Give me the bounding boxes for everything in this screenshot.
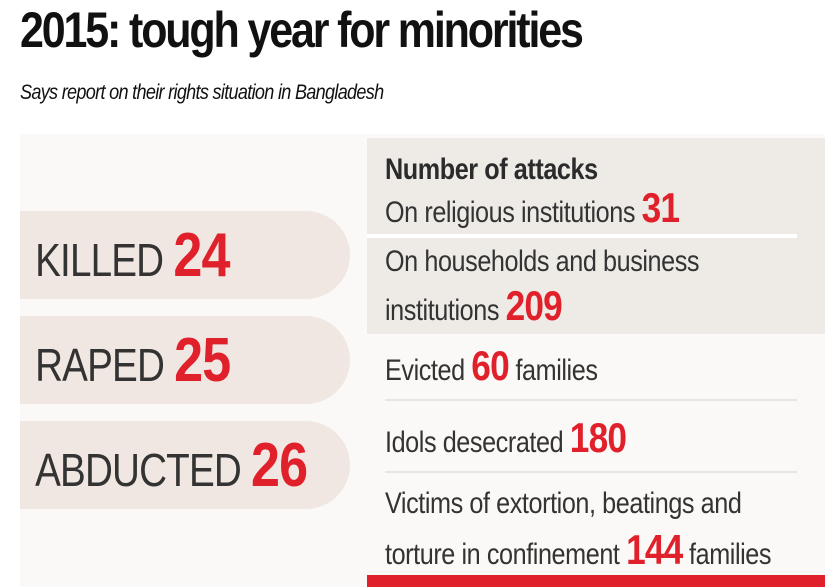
extortion-label: torture in confinement (385, 538, 620, 571)
extortion-unit: families (689, 538, 772, 571)
raped-tag: RAPED 25 (20, 316, 350, 404)
infographic: KILLED 24 RAPED 25 ABDUCTED 26 Number of… (20, 134, 825, 587)
religious-attacks-label: On religious institutions (385, 196, 636, 229)
accent-bar (367, 575, 825, 587)
headline: 2015: tough year for minorities (20, 2, 584, 58)
abducted-label: ABDUCTED (35, 443, 242, 496)
evicted-unit: families (515, 354, 598, 387)
evicted-count: 60 (471, 342, 509, 389)
religious-attacks-row: On religious institutions 31 (385, 187, 680, 233)
household-attacks-row: institutions 209 (385, 285, 563, 331)
household-attacks-count: 209 (505, 282, 563, 329)
household-attacks-line1: On households and business (385, 245, 700, 278)
extortion-count: 144 (626, 526, 683, 573)
raped-count: 25 (174, 325, 231, 395)
evicted-row: Evicted 60 families (385, 345, 598, 391)
abducted-tag: ABDUCTED 26 (20, 421, 350, 509)
idols-label: Idols desecrated (385, 426, 564, 459)
extortion-line1: Victims of extortion, beatings and (385, 487, 742, 520)
attacks-heading: Number of attacks (385, 153, 598, 186)
idols-count: 180 (569, 414, 627, 461)
divider (385, 471, 797, 473)
attacks-box: Number of attacks On religious instituti… (367, 138, 825, 334)
divider (385, 399, 797, 401)
subheadline: Says report on their rights situation in… (20, 81, 384, 104)
killed-count: 24 (173, 220, 230, 290)
household-attacks-label: institutions (385, 294, 500, 327)
box-separator (367, 234, 797, 238)
raped-label: RAPED (35, 338, 165, 391)
abducted-count: 26 (251, 430, 308, 500)
idols-row: Idols desecrated 180 (385, 417, 627, 463)
evicted-label: Evicted (385, 354, 465, 387)
extortion-row: torture in confinement 144 families (385, 529, 772, 575)
killed-label: KILLED (35, 233, 164, 286)
killed-tag: KILLED 24 (20, 211, 350, 299)
religious-attacks-count: 31 (641, 184, 680, 231)
